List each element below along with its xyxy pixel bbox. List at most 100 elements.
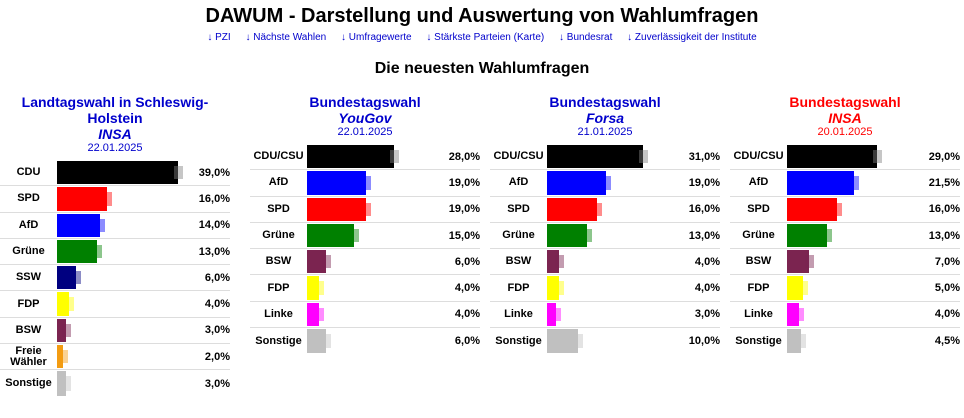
party-label: BSW	[505, 255, 532, 268]
party-label: SPD	[267, 202, 290, 215]
value-label: 3,0%	[204, 324, 230, 337]
bar	[57, 318, 67, 343]
party-label: AfD	[268, 176, 289, 189]
change-marker	[62, 376, 72, 391]
party-label: Grüne	[12, 245, 45, 258]
change-marker	[71, 271, 81, 285]
party-label: AfD	[508, 176, 529, 189]
nav-link-pzi[interactable]: ↓ PZI	[207, 32, 231, 43]
poll-date: 20.01.2025	[817, 126, 873, 138]
party-label: SPD	[507, 202, 530, 215]
value-label: 4,0%	[454, 282, 480, 295]
table-row: FDP 4,0%	[0, 291, 230, 318]
table-row: CDU 39,0%	[0, 160, 230, 187]
poll-rows: CDU 39,0% SPD 16,0% AfD 14,0% Grüne 13,0% SSW 6,0…	[0, 160, 230, 397]
institute-name: Forsa	[585, 110, 625, 126]
nav-link-bundesrat[interactable]: ↓ Bundesrat	[559, 32, 613, 43]
party-label: AfD	[748, 176, 769, 189]
change-marker	[361, 202, 371, 216]
table-row: FDP 5,0%	[730, 275, 960, 302]
election-name: Bundestagswahl	[309, 94, 421, 110]
change-marker	[59, 350, 69, 364]
bar	[787, 302, 800, 327]
table-row: SPD 16,0%	[490, 197, 720, 223]
bar	[547, 197, 597, 221]
value-label: 28,0%	[448, 150, 480, 163]
party-label: Grüne	[262, 229, 295, 242]
nav-link-next-elections[interactable]: ↓ Nächste Wahlen	[245, 32, 327, 43]
change-marker	[555, 281, 565, 295]
party-label: CDU/CSU	[733, 150, 784, 163]
table-row: Sonstige 10,0%	[490, 328, 720, 354]
party-label: BSW	[15, 323, 42, 336]
bar	[547, 223, 588, 248]
bar	[547, 329, 578, 354]
bar	[57, 161, 178, 185]
poll-header[interactable]: Bundestagswahl Forsa 21.01.2025	[490, 94, 720, 139]
institute-name: YouGov	[338, 110, 392, 126]
nav-link-institute-reliability[interactable]: ↓ Zuverlässigkeit der Institute	[627, 32, 757, 43]
value-label: 7,0%	[934, 255, 960, 268]
nav-link-poll-values[interactable]: ↓ Umfragewerte	[341, 32, 412, 43]
table-row: Grüne 13,0%	[0, 239, 230, 266]
value-label: 6,0%	[454, 335, 480, 348]
table-row: Linke 4,0%	[730, 302, 960, 329]
table-row: Grüne 13,0%	[490, 223, 720, 250]
party-label: Freie Wähler	[10, 344, 47, 368]
party-label: SPD	[17, 192, 40, 205]
bar	[57, 213, 101, 237]
table-row: BSW 4,0%	[490, 249, 720, 276]
table-row: SPD 16,0%	[730, 197, 960, 223]
value-label: 15,0%	[448, 229, 480, 242]
bar	[307, 171, 366, 195]
poll-header[interactable]: Bundestagswahl INSA 20.01.2025	[730, 94, 960, 139]
change-marker	[65, 297, 75, 311]
bar	[57, 266, 76, 290]
institute-name: INSA	[98, 126, 132, 142]
table-row: Grüne 13,0%	[730, 223, 960, 250]
table-row: FDP 4,0%	[490, 275, 720, 302]
value-label: 19,0%	[448, 203, 480, 216]
value-label: 16,0%	[198, 192, 230, 205]
change-marker	[62, 323, 72, 338]
poll-header[interactable]: Bundestagswahl YouGov 22.01.2025	[250, 94, 480, 139]
change-marker	[315, 307, 325, 322]
bar	[547, 171, 606, 195]
poll-date: 22.01.2025	[87, 142, 143, 154]
change-marker	[795, 307, 805, 322]
nav-bar: ↓ PZI ↓ Nächste Wahlen ↓ Umfragewerte ↓ …	[0, 32, 964, 43]
bar	[307, 250, 326, 274]
table-row: BSW 3,0%	[0, 318, 230, 345]
poll-panel: Bundestagswahl Forsa 21.01.2025 CDU/CSU 3…	[490, 94, 720, 354]
value-label: 39,0%	[198, 166, 230, 179]
table-row: AfD 21,5%	[730, 170, 960, 197]
institute-name: INSA	[828, 110, 862, 126]
bar	[787, 276, 803, 300]
bar	[57, 371, 67, 396]
party-label: FDP	[17, 297, 40, 310]
party-label: AfD	[18, 218, 39, 231]
bar	[787, 223, 828, 248]
nav-link-strongest-parties-map[interactable]: ↓ Stärkste Parteien (Karte)	[426, 32, 545, 43]
table-row: BSW 6,0%	[250, 249, 480, 276]
value-label: 2,0%	[204, 350, 230, 363]
change-marker	[321, 334, 331, 349]
party-label: Linke	[744, 307, 773, 320]
poll-header[interactable]: Landtagswahl in Schleswig-Holstein INSA …	[0, 94, 230, 155]
election-name: Bundestagswahl	[789, 94, 901, 110]
party-label: Linke	[264, 307, 293, 320]
table-row: Linke 4,0%	[250, 302, 480, 329]
value-label: 6,0%	[204, 271, 230, 284]
value-label: 14,0%	[198, 219, 230, 232]
change-marker	[361, 176, 371, 190]
change-marker	[552, 307, 562, 322]
table-row: Freie Wähler 2,0%	[0, 344, 230, 371]
table-row: SPD 16,0%	[0, 186, 230, 213]
change-marker	[93, 244, 103, 259]
value-label: 13,0%	[688, 229, 720, 242]
bar	[787, 329, 801, 354]
change-marker	[592, 202, 602, 216]
value-label: 19,0%	[448, 176, 480, 189]
table-row: AfD 19,0%	[250, 170, 480, 197]
election-name: Bundestagswahl	[549, 94, 661, 110]
